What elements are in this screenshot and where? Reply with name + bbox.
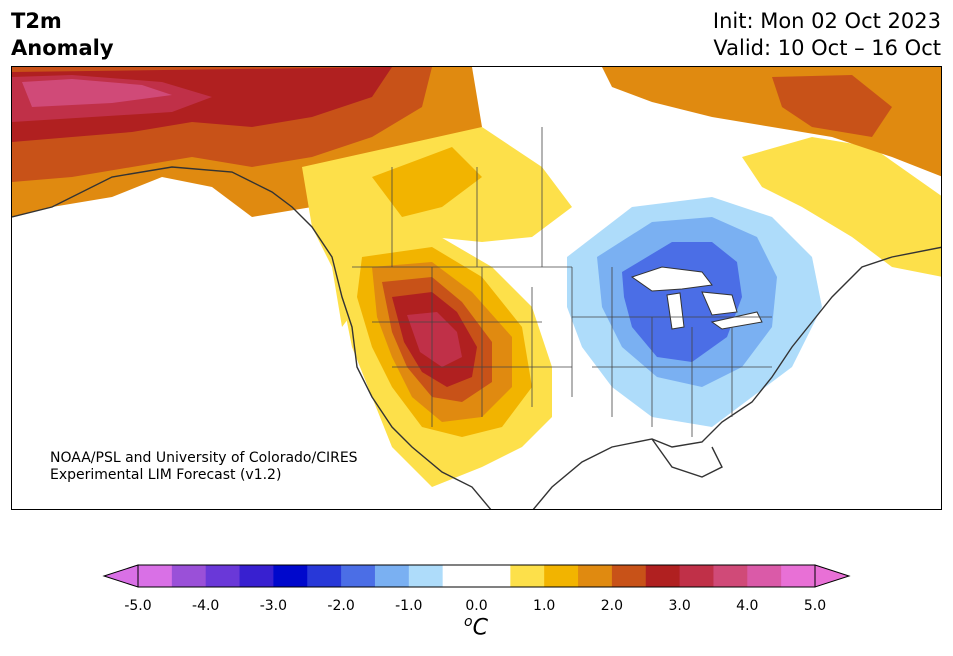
colorbar-bin	[510, 565, 545, 587]
colorbar-tick-label: 2.0	[600, 598, 624, 614]
colorbar-low-extend	[102, 564, 139, 588]
colorbar-bin	[544, 565, 579, 587]
colorbar-bin	[273, 565, 308, 587]
map-title: T2m Anomaly	[11, 8, 114, 62]
colorbar-bin	[747, 565, 782, 587]
colorbar-tick-label: -2.0	[327, 598, 355, 614]
anomaly-map: NOAA/PSL and University of Colorado/CIRE…	[11, 66, 942, 510]
colorbar-outline	[137, 564, 816, 588]
colorbar-high-extend	[814, 564, 851, 588]
colorbar-bin	[205, 565, 241, 587]
credit-text: NOAA/PSL and University of Colorado/CIRE…	[50, 450, 358, 484]
colorbar	[102, 564, 851, 588]
state-borders	[352, 127, 772, 437]
colorbar-bin	[713, 565, 748, 587]
colorbar-bin	[239, 565, 274, 587]
warm-anomaly-west-us	[342, 232, 552, 487]
colorbar-ticks: -5.0 -4.0 -3.0 -2.0 -1.0 0.0 1.0 2.0 3.0 4.0 5.0	[0, 598, 953, 618]
colorbar-bin	[341, 565, 376, 587]
colorbar-tick-label: -4.0	[192, 598, 220, 614]
colorbar-bin	[781, 565, 816, 587]
colorbar-tick-label: -5.0	[124, 598, 152, 614]
credit-line2: Experimental LIM Forecast (v1.2)	[50, 467, 282, 483]
colorbar-tick-label: -3.0	[259, 598, 288, 614]
colorbar-tick-label: -1.0	[395, 598, 423, 614]
colorbar-bin	[679, 565, 714, 587]
colorbar-tick-label: 3.0	[668, 598, 691, 614]
map-canvas	[12, 67, 941, 509]
units-degree: o	[464, 614, 473, 630]
warm-anomaly-east-canada	[602, 67, 941, 277]
forecast-dates: Init: Mon 02 Oct 2023 Valid: 10 Oct – 16…	[713, 8, 941, 62]
units-letter: C	[472, 615, 488, 641]
colorbar-units: oC	[464, 614, 488, 640]
colorbar-tick-label: 0.0	[465, 598, 488, 614]
colorbar-bin	[138, 565, 173, 587]
colorbar-bin	[476, 565, 511, 587]
map-title-line1: T2m	[11, 9, 62, 33]
colorbar-tick-label: 1.0	[533, 598, 556, 614]
colorbar-bin	[645, 565, 681, 587]
coastlines	[12, 166, 941, 509]
colorbar-tick-label: 4.0	[736, 598, 759, 614]
great-lakes	[630, 266, 763, 330]
valid-date-label: Valid: 10 Oct – 16 Oct	[713, 36, 941, 60]
cold-anomaly-east-us	[567, 197, 822, 427]
colorbar-bin	[442, 565, 477, 587]
init-date-label: Init: Mon 02 Oct 2023	[712, 9, 941, 33]
colorbar-bin	[578, 565, 613, 587]
colorbar-bin	[307, 565, 342, 587]
colorbar-bin	[408, 565, 444, 587]
colorbar-tick-label: 5.0	[803, 598, 827, 614]
colorbar-bin	[171, 565, 207, 587]
colorbar-bin	[611, 565, 647, 587]
credit-line1: NOAA/PSL and University of Colorado/CIRE…	[50, 450, 358, 466]
colorbar-bin	[374, 565, 410, 587]
warm-anomaly-northwest	[12, 67, 482, 217]
colorbar-bins	[138, 565, 816, 587]
map-title-line2: Anomaly	[11, 36, 114, 60]
